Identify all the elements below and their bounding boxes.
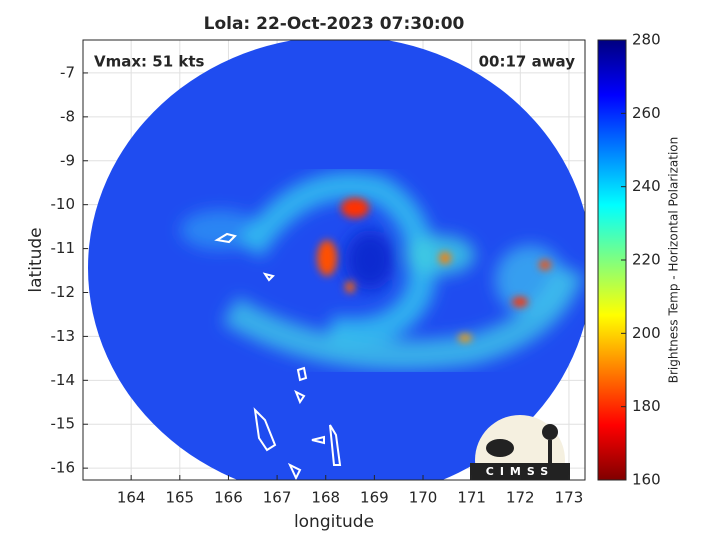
y-tick-label: -11 — [51, 239, 76, 257]
y-tick-label: -16 — [51, 459, 76, 477]
colorbar-tick-label: 200 — [632, 324, 661, 342]
satellite-image — [88, 40, 585, 480]
y-tick-label: -10 — [51, 195, 76, 213]
plot-frame — [82, 39, 586, 481]
colorbar-tick-label: 280 — [632, 31, 661, 49]
y-tick-label: -15 — [51, 415, 76, 433]
y-tick-label: -13 — [51, 327, 76, 345]
x-tick-label: 169 — [360, 489, 389, 507]
y-tick-label: -12 — [51, 283, 76, 301]
x-tick-label: 172 — [506, 489, 535, 507]
colorbar-tick-label: 180 — [632, 397, 661, 415]
x-axis-label: longitude — [294, 512, 374, 532]
colorbar-tick-label: 260 — [632, 104, 661, 122]
y-tick-label: -8 — [60, 107, 75, 125]
colorbar-tick-label: 240 — [632, 177, 661, 195]
x-tick-label: 168 — [311, 489, 340, 507]
y-tick-label: -7 — [60, 63, 75, 81]
y-tick-label: -14 — [51, 371, 76, 389]
x-tick-label: 165 — [165, 489, 194, 507]
x-tick-label: 167 — [263, 489, 292, 507]
annotation: Vmax: 51 kts — [94, 53, 204, 71]
colorbar-label: Brightness Temp - Horizontal Polarizatio… — [667, 137, 681, 384]
x-tick-label: 164 — [117, 489, 146, 507]
x-tick-label: 170 — [409, 489, 438, 507]
x-tick-label: 171 — [457, 489, 486, 507]
y-axis-label: latitude — [26, 227, 46, 292]
chart-title: Lola: 22-Oct-2023 07:30:00 — [204, 14, 465, 34]
y-tick-label: -9 — [60, 151, 75, 169]
x-tick-label: 173 — [555, 489, 584, 507]
logo-text: CIMSS — [486, 465, 554, 478]
colorbar-tick-label: 220 — [632, 251, 661, 269]
x-tick-label: 166 — [214, 489, 243, 507]
logo: CIMSS — [470, 415, 570, 480]
annotation: 00:17 away — [479, 53, 576, 71]
colorbar-tick-label: 160 — [632, 471, 661, 489]
